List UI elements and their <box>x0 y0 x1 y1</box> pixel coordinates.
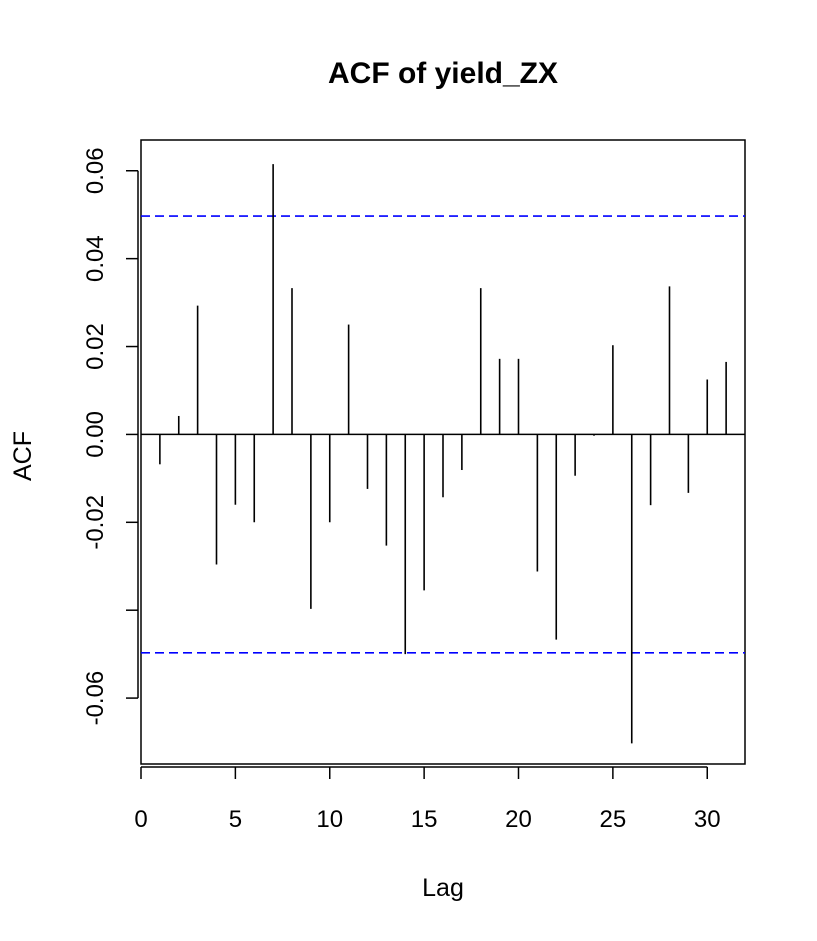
y-tick-label: 0.02 <box>82 323 109 370</box>
chart-title: ACF of yield_ZX <box>328 57 558 90</box>
x-tick-label: 5 <box>229 806 242 833</box>
y-axis-label: ACF <box>9 431 37 481</box>
x-tick-label: 15 <box>411 806 438 833</box>
acf-bars <box>159 164 727 744</box>
confidence-bounds <box>141 215 745 654</box>
plot-frame <box>140 139 746 765</box>
y-tick-label: 0.00 <box>82 411 109 458</box>
x-tick-label: 20 <box>505 806 532 833</box>
y-tick-label: -0.06 <box>82 671 109 726</box>
y-tick-label: 0.04 <box>82 235 109 282</box>
x-axis-label: Lag <box>422 874 464 902</box>
x-tick-label: 25 <box>600 806 627 833</box>
x-axis: 0 5 10 15 20 25 30 <box>134 766 721 833</box>
x-tick-label: 0 <box>134 806 147 833</box>
y-tick-label: 0.06 <box>82 147 109 194</box>
x-tick-label: 30 <box>694 806 721 833</box>
x-tick-label: 10 <box>316 806 343 833</box>
y-axis: -0.06 -0.02 0.00 0.02 0.04 0.06 <box>82 147 139 726</box>
y-tick-label: -0.02 <box>82 495 109 550</box>
